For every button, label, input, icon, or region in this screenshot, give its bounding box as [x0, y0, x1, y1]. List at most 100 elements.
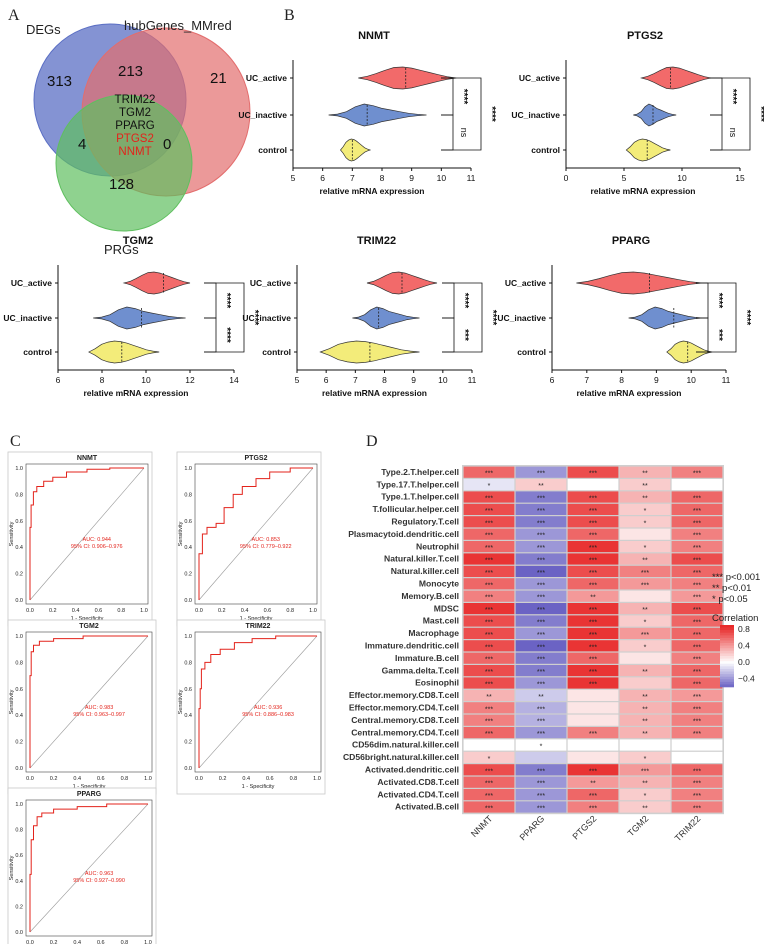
heatmap-cell: [567, 503, 619, 515]
roc-x-tick: 0.6: [95, 608, 103, 614]
heatmap-cell-stars: ***: [693, 805, 701, 812]
roc-y-label: Sensitivity: [9, 521, 15, 546]
heatmap-cell: [619, 590, 671, 602]
heatmap-cell-stars: ***: [485, 731, 493, 738]
heatmap-cell-stars: ***: [537, 508, 545, 515]
heatmap-cell: [463, 801, 515, 813]
heatmap-row-label: Activated.B.cell: [395, 802, 459, 812]
violin-x-label: relative mRNA expression: [322, 388, 427, 398]
heatmap-cell-stars: ***: [537, 595, 545, 602]
roc-y-tick: 0.0: [184, 766, 192, 772]
violin-group-label: control: [517, 347, 546, 357]
heatmap-cell-stars: ***: [693, 570, 701, 577]
heatmap-cell-stars: ***: [485, 768, 493, 775]
venn-gene-tgm2: TGM2: [119, 107, 151, 119]
heatmap-cell-stars: *: [644, 545, 647, 552]
heatmap-cell: [515, 652, 567, 664]
heatmap-cell-stars: ***: [537, 706, 545, 713]
bracket-active-control: [696, 282, 737, 353]
violin-tick-label: 5: [295, 375, 300, 385]
heatmap-cell-stars: **: [642, 557, 648, 564]
heatmap-row-label: Type.2.T.helper.cell: [381, 467, 459, 477]
heatmap-cell-stars: ***: [693, 508, 701, 515]
violin-group-label: UC_active: [505, 278, 546, 288]
heatmap-row-label: Type.1.T.helper.cell: [381, 492, 459, 502]
heatmap-cell-stars: *: [540, 743, 543, 750]
roc-y-tick: 0.0: [184, 598, 192, 604]
roc-y-tick: 0.6: [184, 519, 192, 525]
roc-y-tick: 0.4: [15, 879, 23, 885]
sig-label-inactive-control: ****: [221, 327, 232, 343]
roc-x-tick: 0.8: [286, 608, 294, 614]
heatmap-cell: [671, 565, 723, 577]
heatmap-cell: [515, 627, 567, 639]
bracket-inactive-control: [442, 317, 455, 353]
heatmap-row-label: MDSC: [434, 603, 459, 613]
heatmap-cell-stars: ***: [485, 533, 493, 540]
colorbar-segment: [720, 676, 734, 680]
heatmap-cell-stars: ***: [693, 781, 701, 788]
heatmap-cell: [671, 553, 723, 565]
roc-auc-text: AUC: 0.853: [252, 537, 280, 543]
heatmap-cell-stars: ***: [485, 669, 493, 676]
roc-x-tick: 0.8: [121, 940, 129, 944]
sig-label-active-control: ****: [487, 310, 498, 326]
heatmap-cell: [619, 739, 671, 751]
heatmap-cell: [567, 479, 619, 491]
heatmap-row-label: Activated.CD8.T.cell: [377, 777, 459, 787]
heatmap-cell-stars: *: [644, 508, 647, 515]
roc-ci-text: 95% CI: 0.906–0.976: [71, 544, 123, 550]
roc-x-tick: 1.0: [309, 608, 317, 614]
heatmap-cell-stars: **: [642, 694, 648, 701]
heatmap-cell: [567, 627, 619, 639]
roc-y-tick: 0.2: [15, 572, 23, 578]
heatmap-cell: [567, 578, 619, 590]
roc-y-tick: 0.6: [15, 519, 23, 525]
venn-count-hub-prgs: 0: [163, 136, 171, 153]
violin-tick-label: 5: [291, 173, 296, 183]
heatmap-cell: [515, 665, 567, 677]
roc-x-tick: 1.0: [144, 940, 152, 944]
colorbar-segment: [720, 653, 734, 657]
heatmap-cell-stars: ***: [589, 545, 597, 552]
colorbar-tick: 0.4: [738, 641, 750, 651]
heatmap-cell: [671, 751, 723, 763]
heatmap-row-label: Mast.cell: [423, 616, 459, 626]
heatmap-cell: [463, 503, 515, 515]
heatmap-cell-stars: ***: [693, 768, 701, 775]
violin-tick-label: 15: [735, 173, 745, 183]
violin-title: TGM2: [123, 235, 154, 247]
heatmap-cell-stars: ***: [537, 471, 545, 478]
heatmap-cell: [463, 565, 515, 577]
heatmap-cell-stars: ***: [589, 607, 597, 614]
violin-shape-control: [319, 340, 420, 364]
heatmap-cell: [463, 640, 515, 652]
violin-x-label: relative mRNA expression: [576, 388, 681, 398]
heatmap-cell: [463, 652, 515, 664]
bracket-active-inactive: [710, 77, 723, 116]
heatmap-cell-stars: ***: [537, 805, 545, 812]
heatmap-cell: [567, 776, 619, 788]
heatmap-cell-stars: **: [642, 731, 648, 738]
heatmap-cell: [567, 541, 619, 553]
panel-letter-b: B: [284, 7, 295, 24]
colorbar-segment: [720, 640, 734, 644]
heatmap-cell: [567, 789, 619, 801]
heatmap-cell: [671, 677, 723, 689]
heatmap-cell: [567, 677, 619, 689]
heatmap-cell-stars: ***: [537, 557, 545, 564]
heatmap-cell-stars: ***: [589, 557, 597, 564]
heatmap-row-label: Gamma.delta.T.cell: [382, 665, 459, 675]
colorbar-segment: [720, 668, 734, 672]
heatmap-cell: [515, 727, 567, 739]
heatmap-cell-stars: ***: [693, 607, 701, 614]
heatmap-cell: [515, 751, 567, 763]
heatmap-cell-stars: **: [538, 694, 544, 701]
roc-y-tick: 0.2: [184, 572, 192, 578]
roc-y-tick: 0.2: [184, 740, 192, 746]
heatmap-cell: [567, 689, 619, 701]
heatmap-row-label: Neutrophil: [416, 541, 459, 551]
sig-label-active-control: ****: [755, 106, 764, 122]
heatmap-cell-stars: ***: [693, 495, 701, 502]
heatmap-cell: [671, 503, 723, 515]
